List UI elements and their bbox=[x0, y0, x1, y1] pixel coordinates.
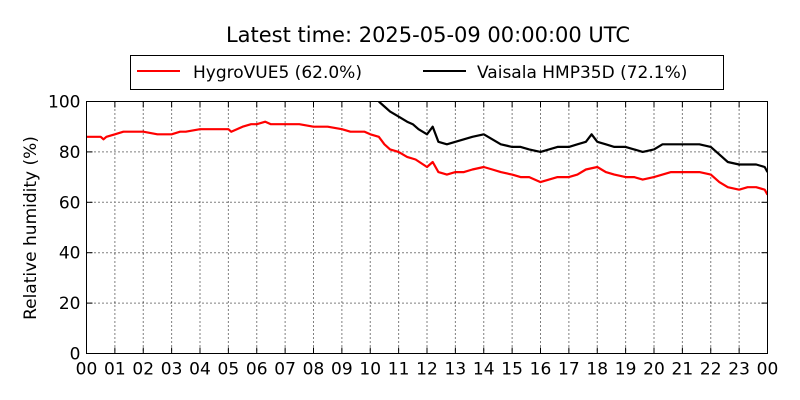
x-tick-label: 05 bbox=[218, 360, 240, 380]
x-tick-label: 07 bbox=[274, 360, 296, 380]
x-tick-label: 18 bbox=[586, 360, 608, 380]
x-tick-label: 23 bbox=[728, 360, 750, 380]
x-tick-label: 16 bbox=[530, 360, 552, 380]
x-tick-label: 08 bbox=[303, 360, 325, 380]
y-tick-label: 80 bbox=[59, 143, 81, 163]
x-tick-label: 01 bbox=[104, 360, 126, 380]
x-tick-label: 10 bbox=[359, 360, 381, 380]
y-tick-label: 60 bbox=[59, 193, 81, 213]
legend-label-hygrovue5: HygroVUE5 (62.0%) bbox=[193, 63, 362, 83]
y-tick-label: 20 bbox=[59, 294, 81, 314]
x-tick-label: 02 bbox=[132, 360, 154, 380]
x-tick-label: 15 bbox=[501, 360, 523, 380]
x-tick-label: 13 bbox=[445, 360, 467, 380]
grid bbox=[86, 101, 768, 354]
series-layer bbox=[86, 101, 768, 196]
legend-box bbox=[130, 55, 724, 90]
chart-title: Latest time: 2025-05-09 00:00:00 UTC bbox=[226, 23, 630, 47]
legend: HygroVUE5 (62.0%) Vaisala HMP35D (72.1%) bbox=[130, 55, 724, 90]
series-line-vaisala bbox=[378, 101, 768, 173]
plot-frame bbox=[86, 101, 768, 354]
y-axis-label: Relative humidity (%) bbox=[21, 136, 41, 320]
x-tick-label: 00 bbox=[76, 360, 98, 380]
y-tick-label: 100 bbox=[48, 93, 80, 113]
x-tick-label: 20 bbox=[643, 360, 665, 380]
x-tick-label: 09 bbox=[331, 360, 353, 380]
x-tick-label: 03 bbox=[161, 360, 183, 380]
axis-ticks: 00 01 02 03 04 05 06 07 08 09 10 11 12 13 14 15 16 17 18 19… bbox=[48, 93, 778, 380]
x-tick-label: 04 bbox=[189, 360, 211, 380]
x-tick-label: 14 bbox=[473, 360, 495, 380]
y-tick-label: 40 bbox=[59, 244, 81, 264]
y-tick-label: 0 bbox=[70, 345, 81, 365]
legend-label-vaisala: Vaisala HMP35D (72.1%) bbox=[477, 63, 687, 83]
x-tick-label: 11 bbox=[388, 360, 410, 380]
x-tick-label: 21 bbox=[672, 360, 694, 380]
x-tick-label: 22 bbox=[700, 360, 722, 380]
x-tick-label: 19 bbox=[615, 360, 637, 380]
x-tick-label: 06 bbox=[246, 360, 268, 380]
series-line-hygrovue5 bbox=[86, 120, 768, 196]
x-tick-label: 00 bbox=[757, 360, 779, 380]
x-tick-label: 12 bbox=[416, 360, 438, 380]
x-tick-label: 17 bbox=[558, 360, 580, 380]
